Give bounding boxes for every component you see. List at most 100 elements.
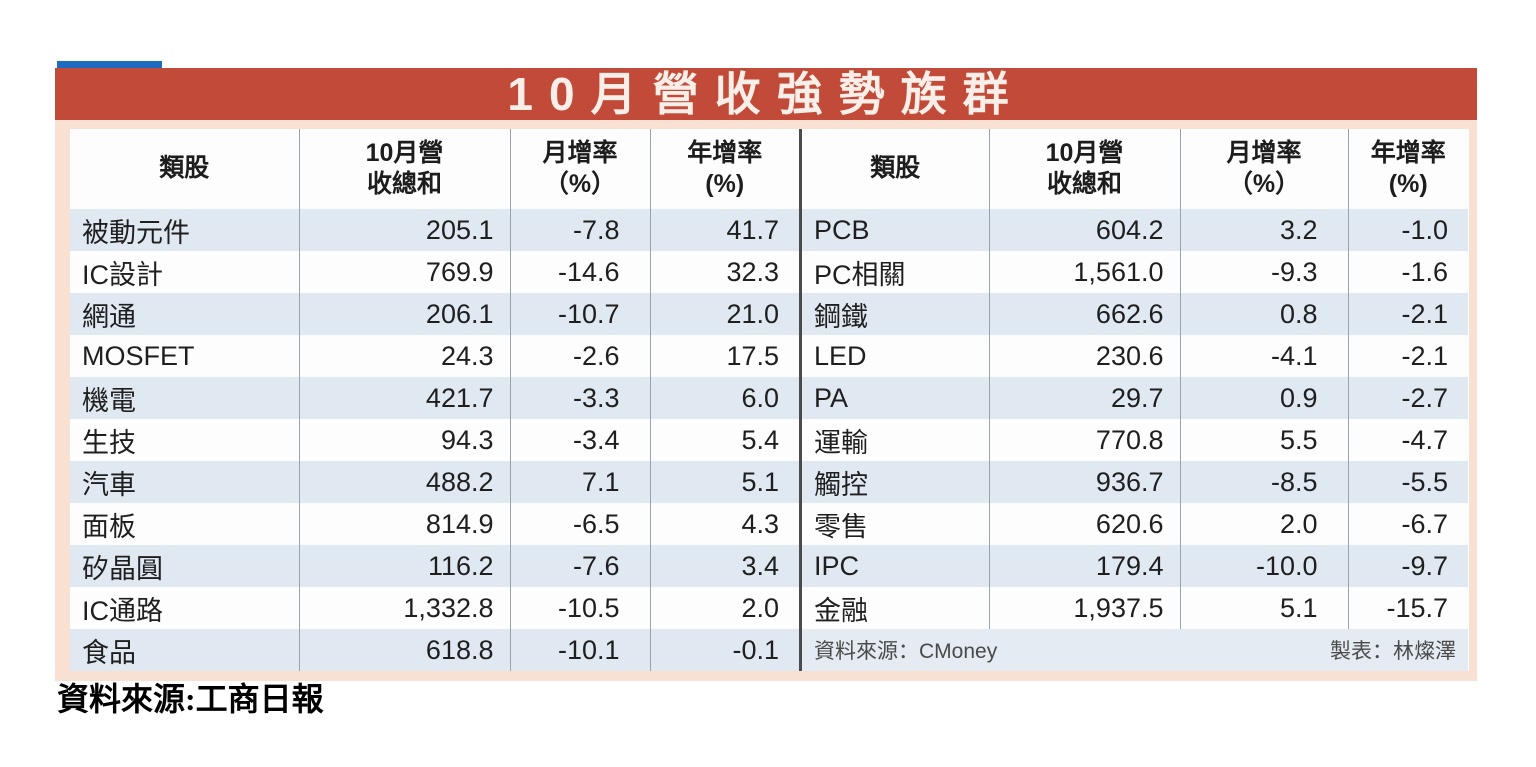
value-cell: -2.1 xyxy=(1348,335,1468,377)
sector-cell: 矽晶圓 xyxy=(70,545,300,587)
value-cell: -10.0 xyxy=(1180,545,1349,587)
source-caption: 資料來源:工商日報 xyxy=(57,681,324,717)
value-cell: 24.3 xyxy=(299,335,511,377)
value-cell: 205.1 xyxy=(299,209,511,251)
value-cell: 206.1 xyxy=(299,293,511,335)
value-cell: 1,561.0 xyxy=(989,251,1181,293)
header-mom: 月增率 （%） xyxy=(510,129,651,209)
table-row: 零售 620.6 2.0 -6.7 xyxy=(802,503,1468,545)
value-cell: 1,937.5 xyxy=(989,587,1181,629)
table-row: 機電 421.7 -3.3 6.0 xyxy=(70,377,799,419)
value-cell: 17.5 xyxy=(650,335,799,377)
value-cell: 1,332.8 xyxy=(299,587,511,629)
value-cell: 94.3 xyxy=(299,419,511,461)
infographic-title: 10月營收強勢族群 xyxy=(55,68,1477,120)
table-row: IPC 179.4 -10.0 -9.7 xyxy=(802,545,1468,587)
table-row: LED 230.6 -4.1 -2.1 xyxy=(802,335,1468,377)
revenue-infographic: 10月營收強勢族群 類股 10月營 收總和 月增率 （%） 年增率 (%) xyxy=(55,68,1477,681)
value-cell: -9.3 xyxy=(1180,251,1349,293)
value-cell: 662.6 xyxy=(989,293,1181,335)
value-cell: -9.7 xyxy=(1348,545,1468,587)
sector-cell: 食品 xyxy=(70,629,300,671)
value-cell: 5.4 xyxy=(650,419,799,461)
value-cell: 21.0 xyxy=(650,293,799,335)
left-table-header-row: 類股 10月營 收總和 月增率 （%） 年增率 (%) xyxy=(70,129,799,209)
value-cell: 2.0 xyxy=(650,587,799,629)
value-cell: -4.7 xyxy=(1348,419,1468,461)
table-row: MOSFET 24.3 -2.6 17.5 xyxy=(70,335,799,377)
header-yoy: 年增率 (%) xyxy=(1348,129,1468,209)
header-mom: 月增率 （%） xyxy=(1180,129,1349,209)
header-revenue: 10月營 收總和 xyxy=(989,129,1181,209)
table-row: 運輸 770.8 5.5 -4.7 xyxy=(802,419,1468,461)
header-sector: 類股 xyxy=(802,129,990,209)
value-cell: 7.1 xyxy=(510,461,651,503)
value-cell: 3.4 xyxy=(650,545,799,587)
sector-cell: PCB xyxy=(802,209,990,251)
table-row: 生技 94.3 -3.4 5.4 xyxy=(70,419,799,461)
sector-cell: 鋼鐵 xyxy=(802,293,990,335)
value-cell: 814.9 xyxy=(299,503,511,545)
value-cell: -10.5 xyxy=(510,587,651,629)
value-cell: 936.7 xyxy=(989,461,1181,503)
sector-cell: 金融 xyxy=(802,587,990,629)
value-cell: -10.1 xyxy=(510,629,651,671)
value-cell: -3.3 xyxy=(510,377,651,419)
value-cell: 41.7 xyxy=(650,209,799,251)
value-cell: -1.0 xyxy=(1348,209,1468,251)
blue-accent-bar xyxy=(57,61,162,69)
value-cell: 29.7 xyxy=(989,377,1181,419)
table-footnote-row: 資料來源：CMoney 製表：林燦澤 xyxy=(802,629,1468,671)
value-cell: -1.6 xyxy=(1348,251,1468,293)
table-row: 鋼鐵 662.6 0.8 -2.1 xyxy=(802,293,1468,335)
value-cell: -7.6 xyxy=(510,545,651,587)
table-row: 金融 1,937.5 5.1 -15.7 xyxy=(802,587,1468,629)
sector-cell: 觸控 xyxy=(802,461,990,503)
table-divider xyxy=(799,129,802,671)
table-row: 被動元件 205.1 -7.8 41.7 xyxy=(70,209,799,251)
table-row: 觸控 936.7 -8.5 -5.5 xyxy=(802,461,1468,503)
table-row: PC相關 1,561.0 -9.3 -1.6 xyxy=(802,251,1468,293)
value-cell: -0.1 xyxy=(650,629,799,671)
value-cell: 0.9 xyxy=(1180,377,1349,419)
sector-cell: IC通路 xyxy=(70,587,300,629)
table-row: 矽晶圓 116.2 -7.6 3.4 xyxy=(70,545,799,587)
sector-cell: 汽車 xyxy=(70,461,300,503)
sector-cell: LED xyxy=(802,335,990,377)
value-cell: 5.5 xyxy=(1180,419,1349,461)
value-cell: -6.7 xyxy=(1348,503,1468,545)
value-cell: -15.7 xyxy=(1348,587,1468,629)
value-cell: 488.2 xyxy=(299,461,511,503)
value-cell: 2.0 xyxy=(1180,503,1349,545)
value-cell: 421.7 xyxy=(299,377,511,419)
value-cell: -2.6 xyxy=(510,335,651,377)
value-cell: -7.8 xyxy=(510,209,651,251)
value-cell: 769.9 xyxy=(299,251,511,293)
sector-cell: 網通 xyxy=(70,293,300,335)
header-revenue: 10月營 收總和 xyxy=(299,129,511,209)
sector-cell: PA xyxy=(802,377,990,419)
sector-cell: 生技 xyxy=(70,419,300,461)
table-row: 網通 206.1 -10.7 21.0 xyxy=(70,293,799,335)
value-cell: 32.3 xyxy=(650,251,799,293)
source-note: 資料來源：CMoney xyxy=(802,629,1180,671)
table-row: 食品 618.8 -10.1 -0.1 xyxy=(70,629,799,671)
sector-cell: 運輸 xyxy=(802,419,990,461)
value-cell: -5.5 xyxy=(1348,461,1468,503)
table-row: PCB 604.2 3.2 -1.0 xyxy=(802,209,1468,251)
header-sector: 類股 xyxy=(70,129,300,209)
value-cell: 4.3 xyxy=(650,503,799,545)
sector-cell: 被動元件 xyxy=(70,209,300,251)
value-cell: 3.2 xyxy=(1180,209,1349,251)
right-sector-table: 類股 10月營 收總和 月增率 （%） 年增率 (%) PCB 604.2 3.2-… xyxy=(802,129,1468,671)
sector-cell: PC相關 xyxy=(802,251,990,293)
table-row: PA 29.7 0.9 -2.7 xyxy=(802,377,1468,419)
credit-note: 製表：林燦澤 xyxy=(1180,629,1468,671)
header-yoy: 年增率 (%) xyxy=(650,129,799,209)
value-cell: 5.1 xyxy=(650,461,799,503)
value-cell: 770.8 xyxy=(989,419,1181,461)
left-sector-table: 類股 10月營 收總和 月增率 （%） 年增率 (%) 被動元件 205.1 -7.… xyxy=(70,129,799,671)
value-cell: 5.1 xyxy=(1180,587,1349,629)
value-cell: 230.6 xyxy=(989,335,1181,377)
